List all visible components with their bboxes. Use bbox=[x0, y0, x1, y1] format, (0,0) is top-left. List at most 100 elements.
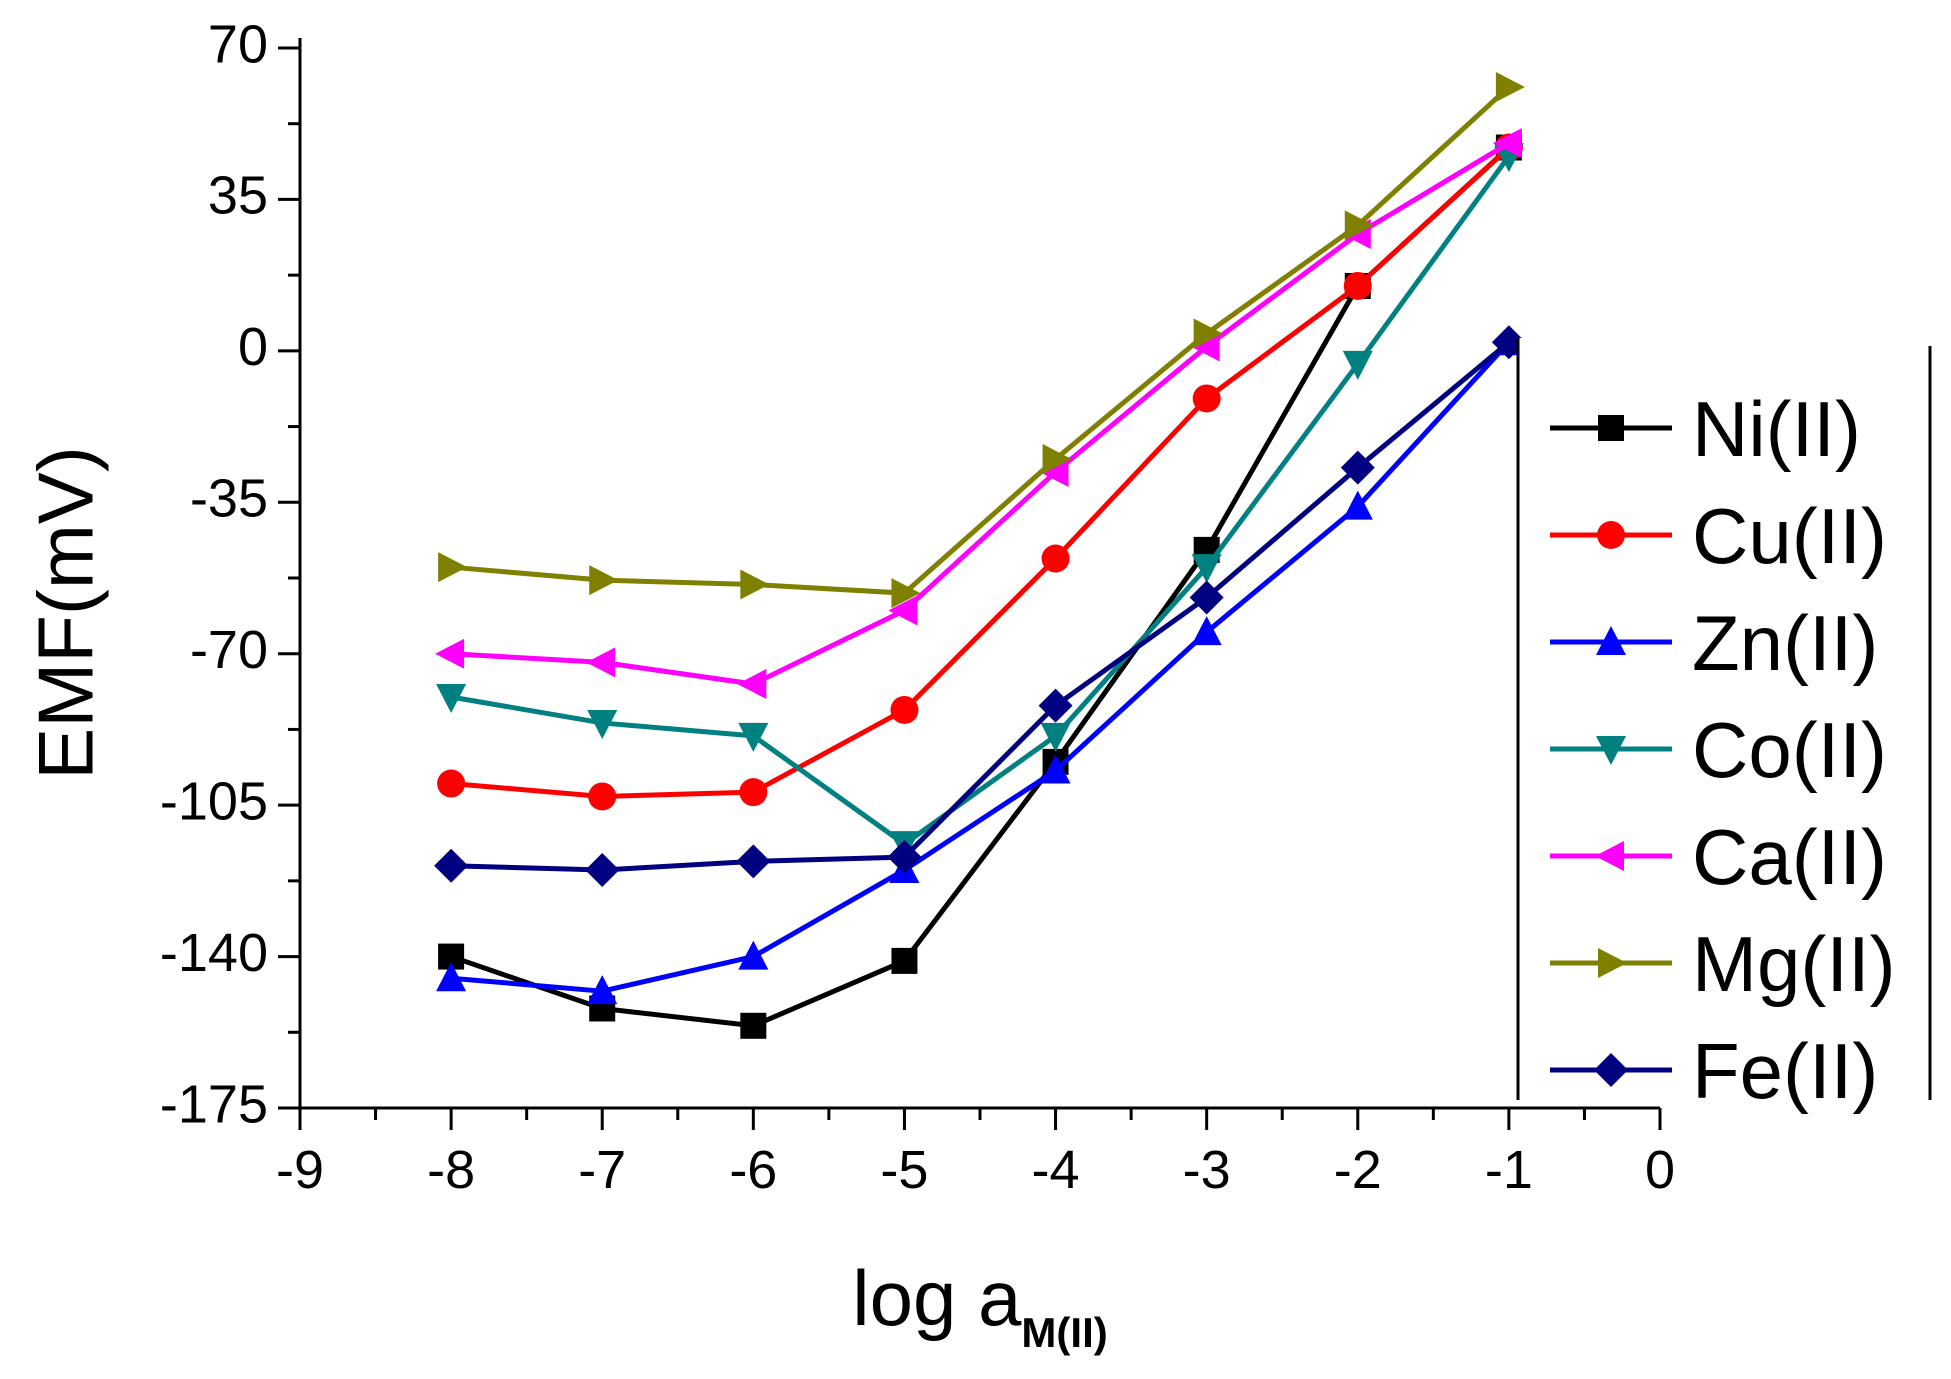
y-tick-label: 70 bbox=[208, 14, 268, 74]
data-point-caii bbox=[435, 638, 465, 669]
data-point-feii bbox=[434, 848, 469, 883]
legend-background bbox=[1518, 338, 1941, 1100]
data-point-mgii bbox=[1495, 71, 1525, 102]
series-line-mgii bbox=[450, 85, 1511, 596]
data-point-mgii bbox=[438, 552, 468, 583]
legend-entry-znii: Zn(II) bbox=[1550, 599, 1878, 687]
data-point-cuii bbox=[1041, 544, 1070, 573]
legend-entry-niii: Ni(II) bbox=[1550, 385, 1861, 473]
series-line-feii bbox=[451, 340, 1511, 873]
data-point-cuii bbox=[890, 695, 919, 724]
data-point-coii bbox=[436, 683, 467, 713]
y-tick-label: 35 bbox=[208, 166, 268, 226]
data-point-caii bbox=[586, 647, 616, 678]
data-point-coii bbox=[1191, 554, 1222, 584]
legend-label-cuii: Cu(II) bbox=[1692, 492, 1887, 580]
data-point-caii bbox=[1039, 457, 1069, 487]
data-point-coii bbox=[1040, 722, 1071, 752]
data-point-caii bbox=[737, 669, 767, 699]
series-caii bbox=[435, 128, 1522, 699]
data-point-mgii bbox=[1193, 318, 1223, 349]
series-line-niii bbox=[450, 145, 1511, 1029]
data-point-mgii bbox=[589, 565, 619, 596]
data-point-feii bbox=[736, 844, 771, 879]
series-feii bbox=[434, 325, 1526, 888]
data-point-coii bbox=[1342, 350, 1373, 380]
legend-entry-coii: Co(II) bbox=[1550, 706, 1887, 794]
data-point-znii bbox=[738, 940, 769, 970]
legend-label-niii: Ni(II) bbox=[1692, 385, 1861, 473]
y-tick-label: -70 bbox=[190, 620, 268, 680]
series-line-cuii bbox=[450, 145, 1511, 799]
x-tick-label: -7 bbox=[578, 1140, 626, 1200]
x-tick-label: -3 bbox=[1183, 1140, 1231, 1200]
legend-label-mgii: Mg(II) bbox=[1692, 920, 1896, 1008]
x-tick-label: -5 bbox=[880, 1140, 928, 1200]
x-tick-label: 0 bbox=[1645, 1140, 1675, 1200]
x-axis-title-subscript: M(II) bbox=[1021, 1309, 1107, 1356]
x-tick-label: -9 bbox=[276, 1140, 324, 1200]
legend-swatch-marker bbox=[1597, 521, 1625, 549]
data-point-mgii bbox=[891, 578, 921, 609]
legend-entry-mgii: Mg(II) bbox=[1550, 920, 1896, 1008]
legend-swatch-marker bbox=[1598, 948, 1627, 978]
series-line-coii bbox=[450, 154, 1511, 847]
data-point-mgii bbox=[1344, 210, 1374, 241]
data-point-feii bbox=[1189, 580, 1224, 615]
data-point-caii bbox=[888, 595, 918, 626]
data-point-znii bbox=[587, 975, 618, 1005]
data-point-niii bbox=[891, 947, 918, 974]
series-line-caii bbox=[450, 141, 1511, 687]
y-axis-title: EMF(mV) bbox=[22, 446, 110, 780]
data-point-znii bbox=[1342, 490, 1373, 520]
series-line-znii bbox=[450, 340, 1511, 994]
series-coii bbox=[436, 143, 1524, 861]
y-tick-label: -105 bbox=[160, 771, 268, 831]
y-tick-label: -140 bbox=[160, 923, 268, 983]
x-axis-title-main: log a bbox=[852, 1254, 1022, 1342]
x-tick-label: -6 bbox=[729, 1140, 777, 1200]
data-point-cuii bbox=[588, 782, 617, 811]
y-tick-label: -175 bbox=[160, 1074, 268, 1134]
data-point-znii bbox=[1191, 616, 1222, 646]
data-point-cuii bbox=[437, 769, 466, 798]
axis-titles: EMF(mV) log aM(II) bbox=[22, 446, 1108, 1356]
data-point-caii bbox=[1492, 128, 1522, 159]
y-tick-label: 0 bbox=[238, 317, 268, 377]
series-layer bbox=[434, 71, 1526, 1039]
data-point-cuii bbox=[1192, 384, 1221, 413]
data-point-cuii bbox=[739, 778, 768, 807]
x-axis-title: log aM(II) bbox=[852, 1254, 1107, 1356]
y-tick-label: -35 bbox=[190, 469, 268, 529]
data-point-znii bbox=[436, 962, 467, 992]
data-point-znii bbox=[1040, 754, 1071, 784]
data-point-mgii bbox=[740, 569, 770, 600]
data-point-niii bbox=[740, 1012, 767, 1039]
data-point-cuii bbox=[1343, 271, 1372, 300]
legend: Ni(II) Cu(II) Zn(II) Co(II) Ca(II) Mg(II) Fe(I… bbox=[1516, 338, 1941, 1115]
legend-label-coii: Co(II) bbox=[1692, 706, 1887, 794]
data-point-mgii bbox=[1042, 444, 1072, 475]
legend-swatch-marker bbox=[1596, 736, 1626, 765]
series-mgii bbox=[438, 71, 1525, 609]
x-tick-label: -1 bbox=[1485, 1140, 1533, 1200]
legend-swatch-marker bbox=[1596, 626, 1626, 655]
x-tick-label: -4 bbox=[1032, 1140, 1080, 1200]
x-tick-label: -8 bbox=[427, 1140, 475, 1200]
legend-entry-cuii: Cu(II) bbox=[1550, 492, 1887, 580]
legend-swatch-marker bbox=[1595, 841, 1624, 871]
legend-entry-caii: Ca(II) bbox=[1550, 813, 1887, 901]
legend-label-caii: Ca(II) bbox=[1692, 813, 1887, 901]
data-point-feii bbox=[1340, 450, 1375, 485]
legend-swatch-marker bbox=[1598, 415, 1624, 441]
x-tick-label: -2 bbox=[1334, 1140, 1382, 1200]
legend-entry-feii: Fe(II) bbox=[1550, 1027, 1878, 1115]
data-point-feii bbox=[585, 853, 620, 888]
legend-label-feii: Fe(II) bbox=[1692, 1027, 1878, 1115]
data-point-feii bbox=[887, 840, 922, 875]
legend-swatch-marker bbox=[1594, 1053, 1628, 1087]
data-point-coii bbox=[587, 709, 618, 739]
legend-label-znii: Zn(II) bbox=[1692, 599, 1878, 687]
data-point-coii bbox=[738, 722, 769, 752]
